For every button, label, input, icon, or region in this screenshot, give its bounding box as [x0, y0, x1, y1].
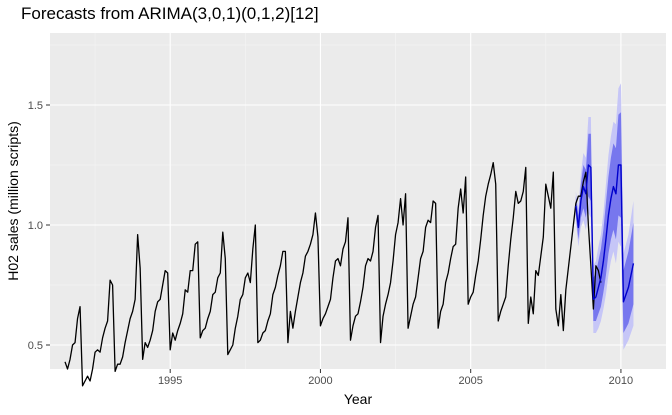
observed-series-line [64, 161, 602, 387]
x-tick-label: 2010 [609, 375, 633, 387]
y-axis-title: H02 sales (million scripts) [5, 121, 21, 280]
plot-panel [50, 33, 666, 369]
y-tick-label: 1.5 [28, 100, 43, 112]
chart-title: Forecasts from ARIMA(3,0,1)(0,1,2)[12] [21, 4, 319, 23]
y-tick-label: 1.0 [28, 220, 43, 232]
x-tick-label: 1995 [158, 375, 182, 387]
forecast-mean-line [575, 164, 635, 303]
x-axis-title: Year [344, 391, 373, 407]
x-tick-label: 2005 [458, 375, 482, 387]
axis-ticks: 1995 2000 2005 2010 0.5 1.0 1.5 [28, 100, 633, 387]
series-lines [64, 161, 635, 387]
x-tick-label: 2000 [308, 375, 332, 387]
y-tick-label: 0.5 [28, 340, 43, 352]
minor-gridlines [50, 33, 666, 369]
